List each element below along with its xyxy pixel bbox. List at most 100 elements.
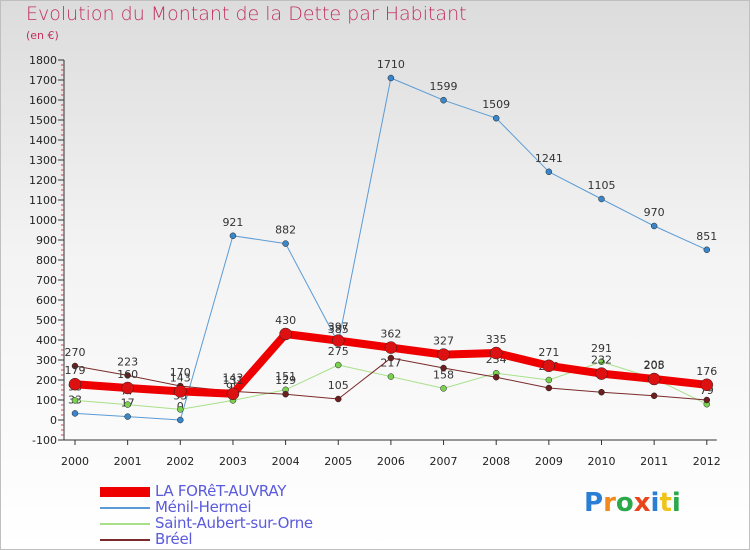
data-point — [598, 358, 605, 366]
data-label: 275 — [328, 345, 349, 358]
data-point — [650, 222, 658, 230]
data-label: 160 — [117, 368, 138, 381]
data-point — [647, 372, 661, 386]
x-tick-label: 2012 — [693, 455, 721, 468]
data-label: 232 — [591, 354, 612, 367]
data-point — [174, 385, 187, 398]
data-label: 208 — [644, 358, 665, 371]
y-tick-label: 1300 — [29, 154, 57, 167]
x-tick-label: 2000 — [61, 455, 89, 468]
logo-letter: P — [584, 488, 604, 518]
data-label: 131 — [222, 374, 243, 387]
y-tick-label: 1400 — [29, 134, 57, 147]
data-point — [598, 195, 605, 203]
y-tick-label: 1200 — [29, 174, 57, 187]
data-point — [71, 362, 79, 370]
x-tick-label: 2001 — [114, 455, 142, 468]
data-point — [489, 346, 503, 360]
x-tick-label: 2010 — [588, 455, 616, 468]
data-point — [650, 392, 658, 400]
data-label: 1710 — [377, 58, 405, 71]
data-label: 129 — [275, 374, 296, 387]
y-tick-label: 700 — [36, 274, 57, 287]
data-label: 362 — [380, 328, 401, 341]
data-label: 170 — [170, 366, 191, 379]
data-point — [124, 401, 131, 408]
data-point — [492, 373, 500, 381]
data-label: 205 — [644, 359, 665, 372]
y-tick-label: 400 — [36, 334, 57, 347]
data-label: 217 — [380, 357, 401, 370]
data-point — [542, 359, 556, 373]
x-tick-label: 2007 — [430, 455, 458, 468]
y-tick-label: 1500 — [29, 114, 57, 127]
data-point — [177, 406, 184, 413]
data-point — [279, 327, 292, 341]
y-tick-label: 200 — [36, 374, 57, 387]
data-label: 882 — [275, 224, 296, 237]
data-point — [71, 397, 79, 404]
data-point — [124, 372, 131, 379]
data-label: 105 — [328, 379, 349, 392]
data-point — [384, 341, 398, 354]
data-point — [335, 395, 342, 403]
data-point — [545, 168, 553, 176]
data-point — [226, 387, 240, 401]
data-point — [335, 361, 342, 369]
legend-label: Bréel — [155, 530, 193, 548]
x-tick-label: 2011 — [640, 455, 668, 468]
data-label: 158 — [433, 368, 454, 381]
data-label: 397 — [328, 321, 349, 334]
data-label: 851 — [696, 230, 717, 243]
logo-letter: r — [603, 488, 616, 518]
logo-letter: o — [615, 488, 634, 518]
legend-swatch — [100, 539, 150, 541]
data-point — [703, 246, 711, 254]
data-point — [282, 390, 289, 398]
x-tick-label: 2003 — [219, 455, 247, 468]
logo-letter: t — [659, 488, 672, 518]
data-label: 270 — [65, 346, 86, 359]
y-tick-label: 300 — [36, 354, 57, 367]
data-point — [71, 410, 79, 417]
data-point — [598, 388, 605, 396]
y-tick-label: -100 — [32, 434, 57, 447]
data-point — [440, 96, 447, 104]
data-label: 430 — [275, 314, 296, 327]
y-tick-label: 600 — [36, 294, 57, 307]
y-tick-label: 1800 — [29, 54, 57, 67]
data-point — [387, 354, 395, 362]
y-tick-label: 500 — [36, 314, 57, 327]
data-point — [595, 367, 608, 380]
data-point — [545, 376, 553, 384]
data-label: 1105 — [588, 179, 616, 192]
data-label: 143 — [222, 371, 243, 384]
proxiti-logo: Proxiti — [584, 488, 681, 518]
y-tick-label: 0 — [50, 414, 57, 427]
logo-letter: i — [650, 488, 660, 518]
y-tick-label: 900 — [36, 234, 57, 247]
data-label: 970 — [644, 206, 665, 219]
y-tick-label: 100 — [36, 394, 57, 407]
legend-label: Saint-Aubert-sur-Orne — [155, 514, 313, 532]
data-point — [177, 416, 184, 424]
data-point — [124, 413, 131, 420]
data-label: 1509 — [482, 98, 510, 111]
chart-subtitle: (en €) — [26, 29, 59, 42]
data-point — [437, 348, 450, 361]
data-point — [440, 364, 447, 372]
logo-letter: x — [633, 488, 651, 518]
data-label: 151 — [275, 370, 296, 383]
data-label: 291 — [591, 342, 612, 355]
x-tick-label: 2004 — [272, 455, 300, 468]
data-point — [332, 334, 345, 347]
data-label: 179 — [65, 364, 86, 377]
data-point — [68, 377, 82, 391]
data-point — [387, 373, 395, 380]
data-label: 335 — [486, 333, 507, 346]
y-tick-label: 1000 — [29, 214, 57, 227]
data-label: 385 — [328, 323, 349, 336]
